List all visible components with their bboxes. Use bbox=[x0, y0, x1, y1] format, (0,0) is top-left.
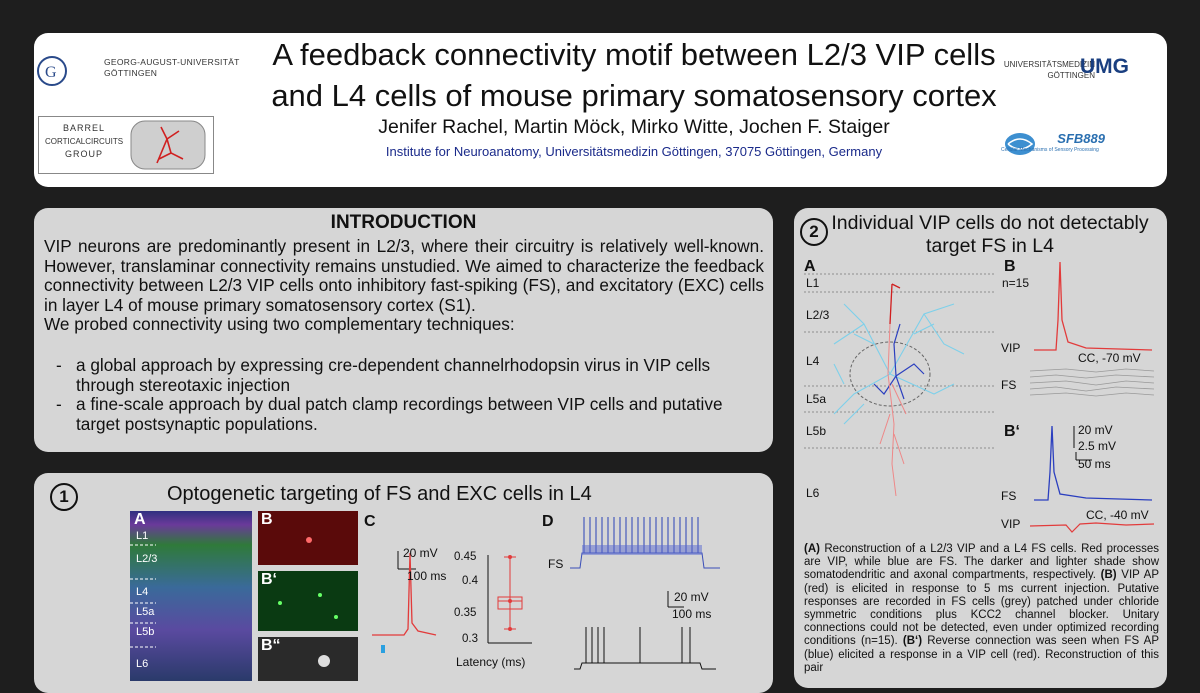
figure-caption: (A) Reconstruction of a L2/3 VIP and a L… bbox=[804, 543, 1159, 674]
barrel-icon bbox=[130, 120, 206, 170]
vip-ap-trace bbox=[1034, 261, 1153, 351]
layer-label: L5a bbox=[136, 606, 155, 618]
n-label: n=15 bbox=[1002, 276, 1030, 290]
light-evoked-trace bbox=[372, 551, 437, 653]
neuron-reconstruction bbox=[804, 273, 994, 497]
panel-label-a: A bbox=[134, 511, 146, 528]
poster-header: G GEORG-AUGUST-UNIVERSITÄT GÖTTINGEN A f… bbox=[34, 33, 1167, 187]
cc-label-2: CC, -40 mV bbox=[1086, 508, 1149, 522]
paired-recording-panel: 2 Individual VIP cells do not detectably… bbox=[794, 208, 1167, 688]
intro-body: VIP neurons are predominantly present in… bbox=[44, 236, 764, 335]
panel-label-d: D bbox=[542, 513, 554, 530]
affiliation: Institute for Neuroanatomy, Universitäts… bbox=[385, 144, 883, 159]
umg-logo: UMG bbox=[1080, 55, 1129, 78]
university-name: GEORG-AUGUST-UNIVERSITÄT GÖTTINGEN bbox=[104, 57, 240, 78]
list-item: -a global approach by expressing cre-dep… bbox=[56, 355, 711, 395]
latency-tick: 0.45 bbox=[454, 551, 477, 563]
section-number-2: 2 bbox=[800, 218, 828, 246]
exc-spike-train bbox=[574, 627, 716, 670]
umg-name: UNIVERSITÄTSMEDIZIN GÖTTINGEN bbox=[1003, 60, 1095, 80]
sfb-subtitle: Cellular Mechanisms of Sensory Processin… bbox=[1001, 147, 1099, 153]
vip-response-trace bbox=[1029, 522, 1155, 533]
vip-label: VIP bbox=[1001, 341, 1021, 355]
layer-label: L5b bbox=[806, 424, 827, 438]
fs-trace-label: FS bbox=[548, 557, 564, 571]
cc-label-1: CC, -70 mV bbox=[1078, 351, 1141, 365]
fs-response-traces bbox=[1029, 368, 1155, 397]
fs-spike-train bbox=[570, 517, 720, 569]
intro-heading: INTRODUCTION bbox=[330, 212, 477, 233]
layer-label: L2/3 bbox=[806, 308, 830, 322]
scale-bar-d bbox=[667, 591, 684, 608]
svg-text:G: G bbox=[45, 64, 57, 81]
layer-boundaries bbox=[130, 544, 156, 648]
latency-tick: 0.35 bbox=[454, 607, 477, 619]
panel-label-a: A bbox=[804, 258, 816, 275]
optogenetic-panel: 1 Optogenetic targeting of FS and EXC ce… bbox=[34, 473, 773, 693]
image-b-prime: B‘ bbox=[258, 571, 358, 631]
histology-image: A L1 L2/3 L4 L5a L5b L6 bbox=[130, 511, 252, 681]
authors: Jenifer Rachel, Martin Möck, Mirko Witte… bbox=[378, 116, 890, 138]
fs-label: FS bbox=[1001, 378, 1017, 392]
panel-label-c: C bbox=[364, 513, 376, 530]
latency-tick: 0.3 bbox=[462, 633, 478, 645]
intro-technique-list: -a global approach by expressing cre-dep… bbox=[56, 355, 766, 434]
layer-label: L5a bbox=[806, 392, 827, 406]
list-item: -a fine-scale approach by dual patch cla… bbox=[56, 394, 723, 434]
panel-label-b: B bbox=[1004, 258, 1016, 275]
image-b-double-prime: B“ bbox=[258, 637, 358, 681]
layer-label: L1 bbox=[806, 276, 820, 290]
poster-title-line1: A feedback connectivity motif between L2… bbox=[272, 37, 996, 72]
vip-label: VIP bbox=[1001, 517, 1021, 531]
layer-label: L5b bbox=[136, 626, 155, 638]
fs-label: FS bbox=[1001, 489, 1017, 503]
layer-label: L6 bbox=[136, 658, 149, 670]
university-seal-icon: G bbox=[37, 56, 67, 86]
layer-label: L2/3 bbox=[136, 553, 158, 565]
sfb-logo: SFB889 bbox=[1057, 131, 1105, 146]
layer-label: L1 bbox=[136, 530, 149, 542]
layer-label: L6 bbox=[806, 486, 820, 500]
image-b: B bbox=[258, 511, 358, 565]
section1-title: Optogenetic targeting of FS and EXC cell… bbox=[167, 483, 592, 505]
barrel-group-logo: BARREL CORTICALCIRCUITS GROUP bbox=[38, 116, 214, 174]
panel-label-b-prime: B‘ bbox=[1004, 423, 1020, 440]
latency-tick: 0.4 bbox=[462, 575, 478, 587]
fs-ap-trace bbox=[1034, 425, 1153, 501]
introduction-panel: INTRODUCTION VIP neurons are predominant… bbox=[34, 208, 773, 452]
sfb-logo-icon bbox=[1005, 133, 1035, 155]
poster-title-line2: and L4 cells of mouse primary somatosens… bbox=[271, 78, 997, 113]
section-number-1: 1 bbox=[50, 483, 78, 511]
latency-axis-label: Latency (ms) bbox=[456, 655, 526, 669]
layer-label: L4 bbox=[136, 586, 149, 598]
layer-label: L4 bbox=[806, 354, 820, 368]
latency-boxplot bbox=[487, 555, 532, 644]
section2-title: Individual VIP cells do not detectably t… bbox=[831, 212, 1149, 257]
